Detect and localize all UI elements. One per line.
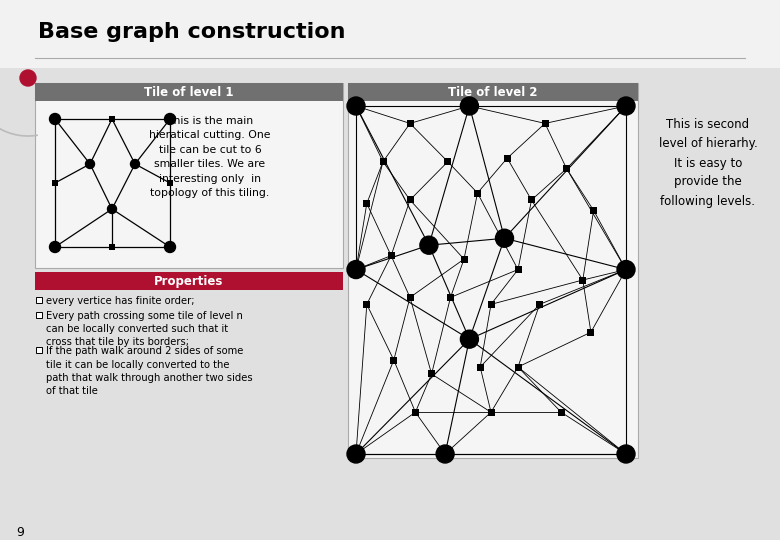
Bar [477, 363, 484, 370]
Bar [515, 266, 522, 273]
Bar [35, 83, 343, 101]
Bar [445, 158, 452, 165]
Bar [587, 329, 594, 336]
Text: Properties: Properties [154, 274, 224, 287]
Bar [412, 409, 419, 416]
Bar [460, 255, 467, 262]
Bar [406, 197, 413, 204]
Bar [36, 312, 42, 318]
Circle shape [130, 159, 140, 168]
Circle shape [347, 261, 365, 279]
Bar [52, 180, 58, 186]
Bar [167, 180, 173, 186]
Text: every vertice has finite order;: every vertice has finite order; [46, 296, 194, 306]
Circle shape [460, 330, 478, 348]
Bar [35, 83, 343, 268]
Text: Tile of level 2: Tile of level 2 [448, 85, 537, 98]
Circle shape [108, 205, 116, 213]
Bar [390, 356, 397, 363]
Bar [363, 200, 370, 207]
Bar [348, 83, 638, 101]
Circle shape [347, 445, 365, 463]
Circle shape [165, 113, 176, 125]
Text: This is the main
hieratical cutting. One
tile can be cut to 6
smaller tiles. We : This is the main hieratical cutting. One… [149, 116, 271, 198]
Bar [380, 158, 387, 165]
Circle shape [436, 445, 454, 463]
Text: This is second
level of hierarhy.
It is easy to
provide the
following levels.: This is second level of hierarhy. It is … [658, 118, 757, 207]
Circle shape [617, 97, 635, 115]
Circle shape [49, 241, 61, 253]
Bar [0, 0, 780, 68]
Circle shape [86, 159, 94, 168]
Bar [541, 120, 548, 127]
Bar [35, 272, 343, 290]
Bar [109, 244, 115, 250]
Bar [0, 68, 780, 540]
Circle shape [495, 230, 513, 247]
Text: Tile of level 1: Tile of level 1 [144, 85, 234, 98]
Bar [515, 363, 522, 370]
Circle shape [165, 241, 176, 253]
Bar [447, 294, 454, 301]
Bar [580, 276, 587, 284]
Text: Base graph construction: Base graph construction [38, 22, 346, 42]
Circle shape [460, 97, 478, 115]
Bar [428, 370, 435, 377]
Bar [36, 347, 42, 353]
Circle shape [617, 261, 635, 279]
Text: Every path crossing some tile of level n
can be locally converted such that it
c: Every path crossing some tile of level n… [46, 311, 243, 347]
Bar [474, 190, 481, 197]
Bar [528, 197, 535, 204]
Bar [558, 409, 565, 416]
Circle shape [49, 113, 61, 125]
Bar [563, 165, 570, 172]
Circle shape [20, 70, 36, 86]
Text: If the path walk around 2 sides of some
tile it can be locally converted to the
: If the path walk around 2 sides of some … [46, 346, 253, 396]
Circle shape [420, 236, 438, 254]
Bar [536, 301, 543, 308]
Bar [488, 409, 495, 416]
Bar [109, 116, 115, 122]
Bar [363, 301, 370, 308]
Bar [348, 83, 638, 458]
Bar [590, 207, 597, 214]
Text: 9: 9 [16, 525, 24, 538]
Bar [388, 252, 395, 259]
Circle shape [347, 97, 365, 115]
Bar [488, 301, 495, 308]
Bar [36, 297, 42, 303]
Bar [406, 294, 413, 301]
Bar [406, 120, 413, 127]
Circle shape [617, 445, 635, 463]
Bar [504, 154, 511, 161]
